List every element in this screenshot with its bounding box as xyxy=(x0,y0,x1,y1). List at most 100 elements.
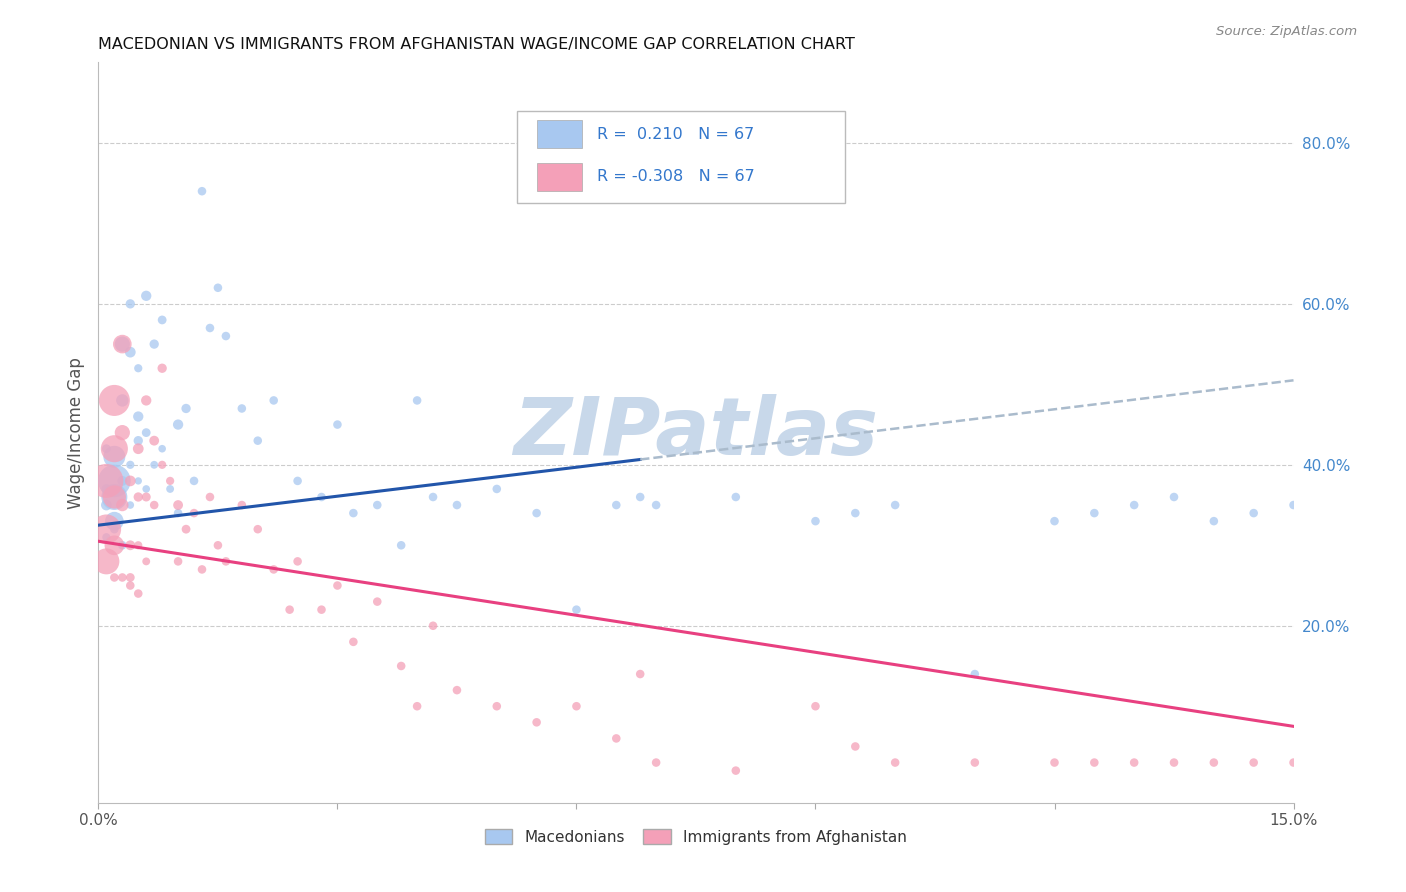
Point xyxy=(278,602,301,616)
Point xyxy=(96,442,118,456)
Point xyxy=(389,538,412,552)
Point xyxy=(207,538,229,552)
Y-axis label: Wage/Income Gap: Wage/Income Gap xyxy=(66,357,84,508)
Point xyxy=(111,337,134,351)
Point xyxy=(135,393,157,408)
Point xyxy=(198,490,221,504)
Point xyxy=(150,442,173,456)
Point xyxy=(135,289,157,303)
Point xyxy=(111,570,134,584)
Point xyxy=(526,715,548,730)
Point xyxy=(485,699,508,714)
Point xyxy=(135,425,157,440)
Point xyxy=(96,498,118,512)
Point xyxy=(120,345,142,359)
Point xyxy=(96,530,118,544)
Point xyxy=(191,562,214,576)
Point xyxy=(150,313,173,327)
Point xyxy=(183,474,205,488)
Point xyxy=(326,578,349,592)
Point xyxy=(1282,498,1305,512)
Point xyxy=(963,756,986,770)
Point xyxy=(231,498,253,512)
Point xyxy=(326,417,349,432)
Point xyxy=(485,482,508,496)
Point xyxy=(96,474,118,488)
Point xyxy=(159,474,181,488)
Point xyxy=(628,667,651,681)
Point xyxy=(1243,756,1265,770)
Point xyxy=(150,361,173,376)
Point xyxy=(127,490,149,504)
Point xyxy=(526,506,548,520)
Point xyxy=(1282,756,1305,770)
Point xyxy=(127,434,149,448)
Point xyxy=(1083,506,1105,520)
Point xyxy=(127,442,149,456)
Point xyxy=(103,522,125,536)
Point xyxy=(111,425,134,440)
Point xyxy=(366,498,388,512)
Point xyxy=(143,337,166,351)
Point xyxy=(143,498,166,512)
Point xyxy=(120,538,142,552)
Point xyxy=(1083,756,1105,770)
Point xyxy=(1123,498,1146,512)
Point xyxy=(263,393,285,408)
Point xyxy=(1163,490,1185,504)
Point xyxy=(167,554,190,568)
Point xyxy=(342,506,364,520)
Point xyxy=(565,602,588,616)
Point xyxy=(246,434,269,448)
Point xyxy=(844,506,866,520)
Point xyxy=(135,554,157,568)
Point xyxy=(159,482,181,496)
Point xyxy=(111,538,134,552)
Point xyxy=(366,594,388,608)
Point xyxy=(1243,506,1265,520)
Point xyxy=(231,401,253,416)
Point xyxy=(143,434,166,448)
Point xyxy=(804,699,827,714)
Point xyxy=(143,458,166,472)
Point xyxy=(287,474,309,488)
Point xyxy=(103,393,125,408)
Point xyxy=(103,490,125,504)
Text: MACEDONIAN VS IMMIGRANTS FROM AFGHANISTAN WAGE/INCOME GAP CORRELATION CHART: MACEDONIAN VS IMMIGRANTS FROM AFGHANISTA… xyxy=(98,37,855,52)
Point xyxy=(167,498,190,512)
Point xyxy=(1163,756,1185,770)
Point xyxy=(150,458,173,472)
Point xyxy=(207,281,229,295)
Point xyxy=(120,498,142,512)
Point xyxy=(215,554,238,568)
Point xyxy=(103,442,125,456)
Text: Source: ZipAtlas.com: Source: ZipAtlas.com xyxy=(1216,25,1357,38)
Point xyxy=(1043,514,1066,528)
Point xyxy=(120,458,142,472)
Point xyxy=(1202,514,1225,528)
Bar xyxy=(537,120,582,148)
Bar xyxy=(537,163,582,191)
Point xyxy=(422,619,444,633)
Point xyxy=(96,522,118,536)
Point xyxy=(311,602,333,616)
Point xyxy=(120,474,142,488)
Point xyxy=(103,514,125,528)
Point xyxy=(605,731,627,746)
Point xyxy=(342,635,364,649)
Point xyxy=(111,393,134,408)
Point xyxy=(120,578,142,592)
Point xyxy=(135,490,157,504)
Legend: Macedonians, Immigrants from Afghanistan: Macedonians, Immigrants from Afghanistan xyxy=(479,822,912,851)
Point xyxy=(963,667,986,681)
Point xyxy=(96,554,118,568)
Point xyxy=(645,756,668,770)
Point xyxy=(406,699,429,714)
Point xyxy=(311,490,333,504)
Text: ZIPatlas: ZIPatlas xyxy=(513,393,879,472)
Point xyxy=(111,337,134,351)
Point xyxy=(103,570,125,584)
Point xyxy=(565,699,588,714)
Text: R = -0.308   N = 67: R = -0.308 N = 67 xyxy=(596,169,755,184)
Point xyxy=(287,554,309,568)
